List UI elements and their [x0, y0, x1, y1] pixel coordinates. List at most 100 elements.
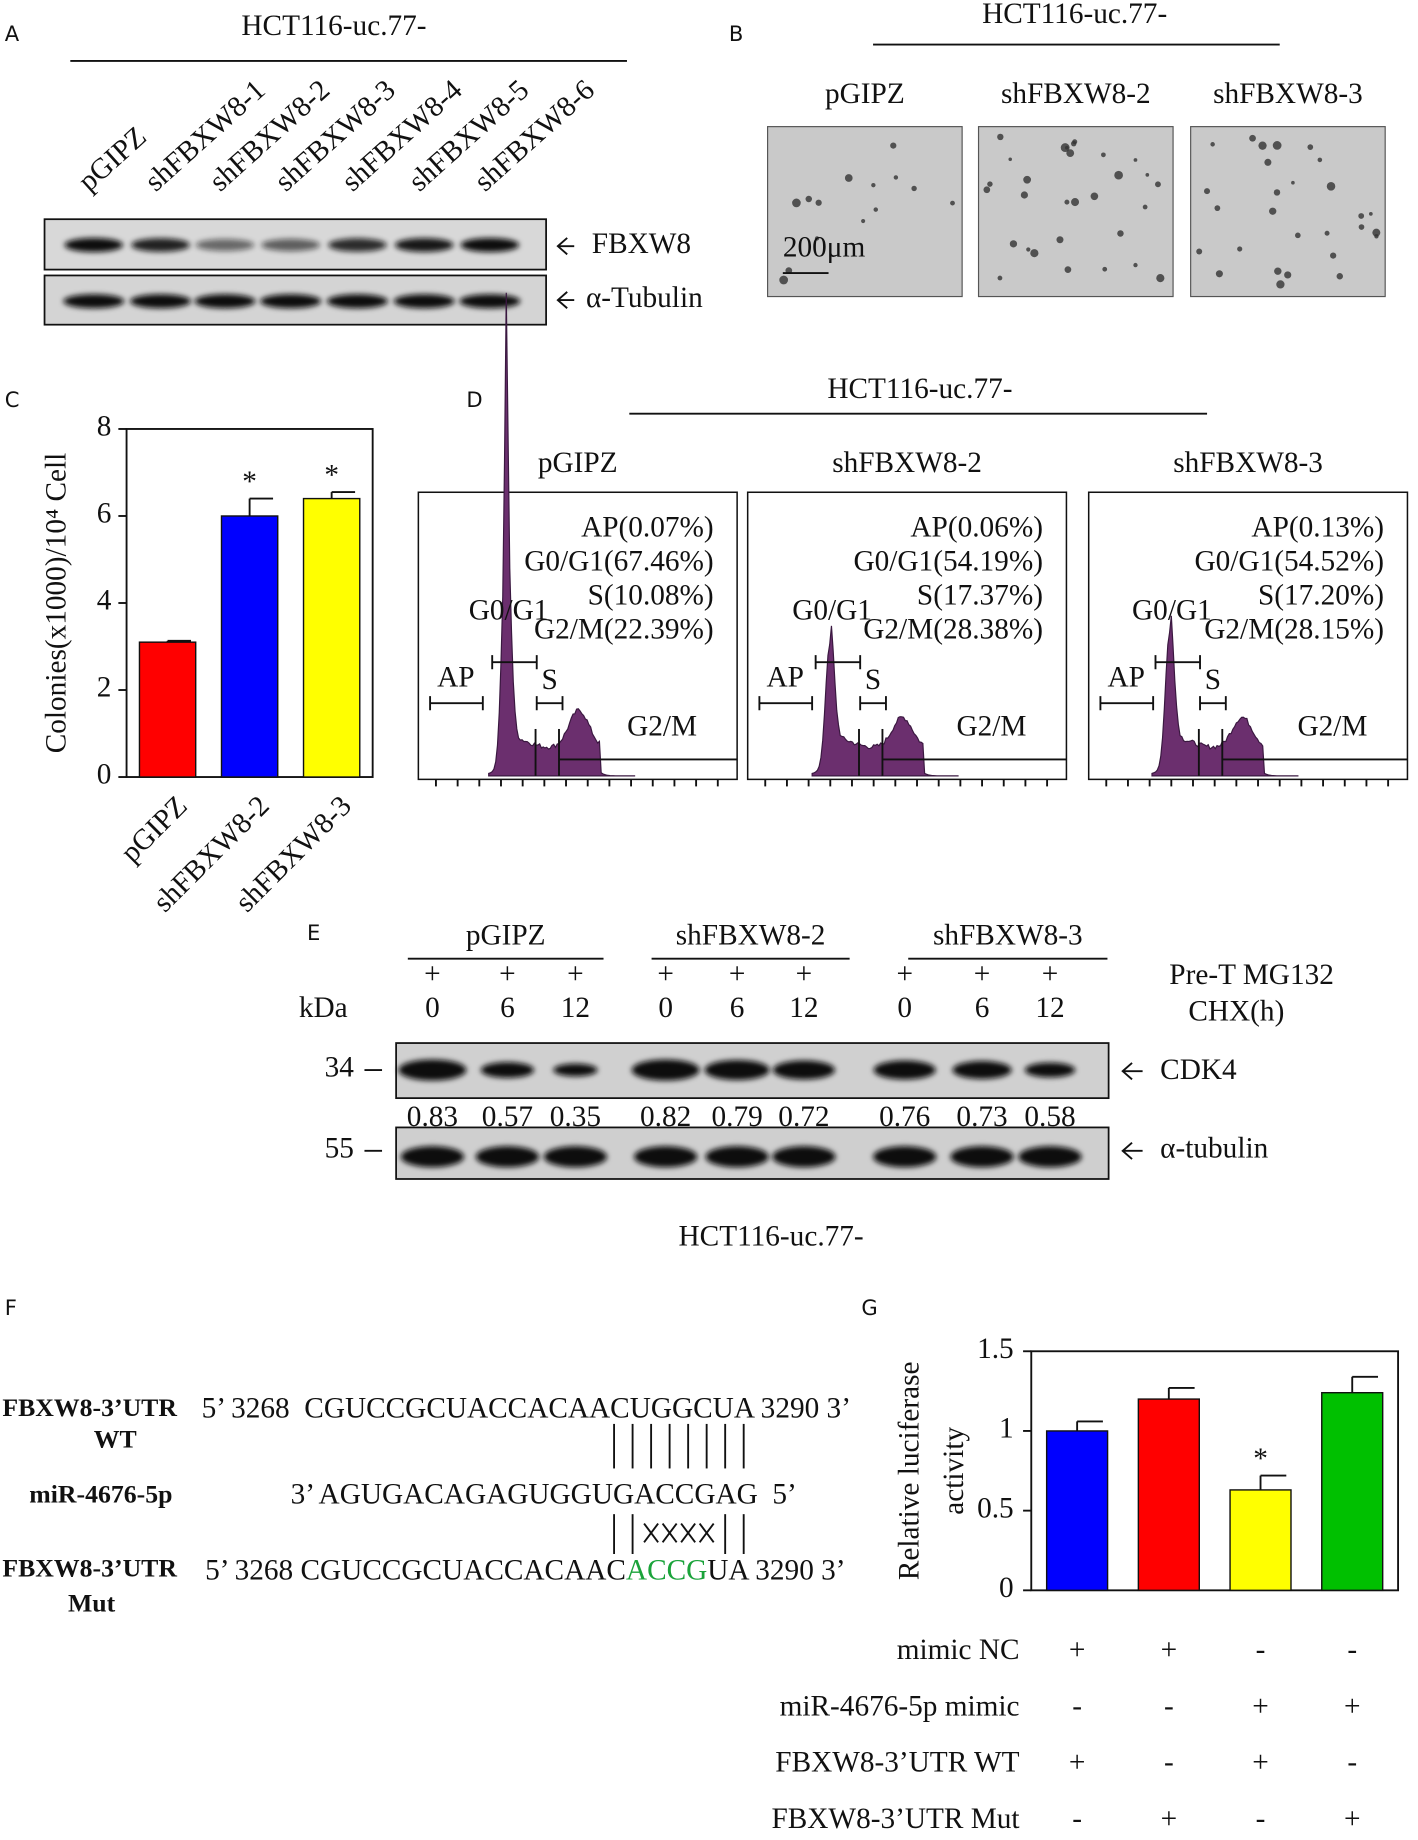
histogram-title: pGIPZ: [538, 447, 618, 479]
colony: [1272, 141, 1282, 150]
colony: [1291, 180, 1295, 185]
ratio-label: 0.82: [640, 1101, 691, 1133]
colony: [1090, 192, 1099, 201]
band: [261, 238, 320, 252]
colony: [1317, 157, 1323, 163]
gate-label: AP: [1107, 661, 1144, 693]
ratio-label: 0.79: [712, 1101, 763, 1133]
gate-label: G0/G1: [792, 595, 872, 627]
colony: [1358, 224, 1365, 230]
stat-label: G2/M(28.38%): [863, 613, 1043, 645]
colony: [1276, 280, 1285, 289]
time-label: 12: [789, 992, 818, 1024]
scale-bar-label: 200μm: [783, 231, 866, 263]
sequence-name: miR-4676-5p: [29, 1479, 172, 1508]
gate-label: G2/M: [627, 711, 697, 743]
colony: [1215, 270, 1223, 278]
condition-sign: -: [1164, 1690, 1174, 1722]
condition-sign: -: [1347, 1634, 1357, 1666]
colony: [1070, 140, 1077, 147]
band: [130, 294, 192, 309]
condition-sign: +: [1344, 1803, 1361, 1835]
y-tick-label: 0: [999, 1572, 1014, 1604]
bar: [1137, 1398, 1200, 1592]
condition-sign: -: [1256, 1634, 1266, 1666]
arrow: [556, 237, 575, 256]
histogram-frame: [417, 491, 738, 781]
gate-bracket: [859, 696, 887, 711]
colony: [1064, 266, 1072, 273]
pretreatment-sign: +: [974, 958, 991, 990]
colony: [1101, 152, 1106, 158]
time-label: 6: [975, 992, 990, 1024]
band: [328, 238, 387, 252]
ratio-label: 0.57: [482, 1101, 533, 1133]
colony: [911, 185, 917, 192]
colony: [987, 181, 993, 187]
base-pairing: [613, 1423, 745, 1554]
colony: [1133, 158, 1138, 162]
condition-label: miR-4676-5p mimic: [780, 1690, 1020, 1722]
sequence: 3’ AGUGACAGAGUGGUGACCGAG 5’: [291, 1478, 797, 1510]
band: [772, 1146, 836, 1168]
bar: [302, 497, 361, 778]
pretreatment-sign: +: [896, 958, 913, 990]
band-label: α-Tubulin: [586, 282, 703, 314]
stat-label: AP(0.07%): [581, 511, 714, 543]
colony: [1214, 205, 1221, 212]
condition-sign: -: [1164, 1747, 1174, 1779]
band: [131, 238, 190, 252]
gate-label: AP: [437, 661, 474, 693]
band-label: FBXW8: [592, 228, 691, 260]
sequence-name: FBXW8-3’UTR: [2, 1393, 177, 1422]
colony: [1284, 271, 1292, 279]
condition-sign: +: [1252, 1747, 1269, 1779]
condition-sign: +: [1161, 1634, 1178, 1666]
y-tick-label: 4: [97, 585, 112, 617]
band: [393, 294, 455, 309]
image-label: shFBXW8-2: [1001, 78, 1151, 110]
time-label: 0: [425, 992, 440, 1024]
stat-label: S(17.37%): [917, 579, 1043, 611]
colony: [890, 142, 897, 149]
gate-bracket: [429, 696, 484, 711]
condition-sign: +: [1344, 1690, 1361, 1722]
panel-label: B: [729, 21, 743, 46]
ratio-label: 0.83: [407, 1101, 458, 1133]
y-axis-label: activity: [938, 1427, 970, 1515]
histogram: [488, 292, 636, 777]
band: [704, 1059, 770, 1081]
colony: [1156, 274, 1165, 283]
band: [950, 1146, 1014, 1168]
band: [475, 1146, 540, 1168]
bar: [1321, 1391, 1384, 1592]
mismatch-mark: [680, 1522, 696, 1543]
gate-bracket: [535, 696, 564, 711]
band: [398, 1059, 467, 1081]
band: [1018, 1146, 1082, 1168]
colony: [893, 175, 899, 180]
significance: *: [324, 460, 339, 492]
y-tick-label: 8: [97, 411, 112, 443]
mutated-bases: ACCG: [626, 1554, 707, 1586]
histogram-title: shFBXW8-3: [1173, 447, 1323, 479]
condition-sign: -: [1347, 1747, 1357, 1779]
panel-label: A: [5, 21, 20, 46]
y-tick-label: 0.5: [977, 1492, 1014, 1524]
colony: [1060, 143, 1070, 153]
band: [459, 294, 521, 309]
group-label: shFBXW8-2: [676, 919, 826, 951]
sequence-name: FBXW8-3’UTR: [2, 1553, 177, 1582]
pretreatment-sign: +: [499, 958, 516, 990]
colony: [1330, 252, 1337, 259]
stat-label: G2/M(22.39%): [534, 613, 714, 645]
colony: [1066, 149, 1075, 158]
band-label: α-tubulin: [1160, 1133, 1268, 1165]
gate-label: G2/M: [1297, 711, 1367, 743]
y-tick-label: 1: [999, 1413, 1014, 1445]
gate-bracket: [758, 696, 814, 711]
histogram-title: shFBXW8-2: [832, 447, 982, 479]
